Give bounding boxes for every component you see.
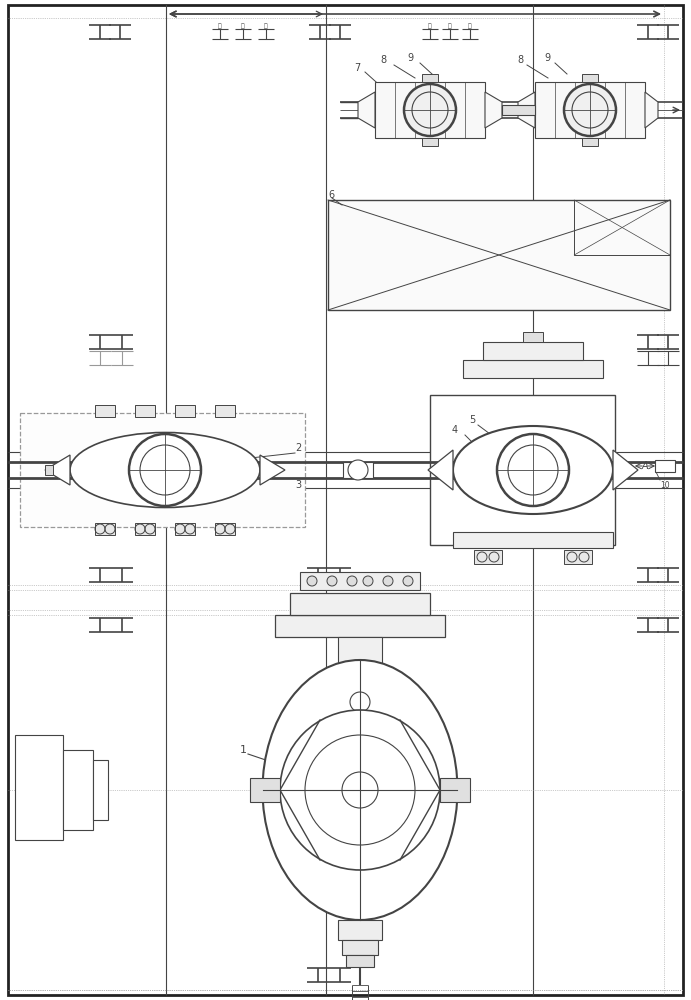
Text: 1: 1	[240, 745, 247, 755]
Bar	[15, 735, 63, 840]
Circle shape	[348, 460, 368, 480]
Bar	[215, 523, 235, 535]
Bar	[93, 760, 108, 820]
Bar	[582, 74, 598, 82]
Bar	[275, 615, 445, 637]
Bar	[95, 405, 115, 417]
Text: A: A	[504, 463, 511, 473]
Bar	[290, 593, 430, 615]
Bar	[63, 750, 93, 830]
Text: 9: 9	[544, 53, 550, 63]
Text: 竖: 竖	[218, 23, 222, 29]
Polygon shape	[645, 92, 658, 128]
Circle shape	[403, 576, 413, 586]
Circle shape	[363, 576, 373, 586]
Text: 7: 7	[354, 63, 360, 73]
Bar	[655, 460, 675, 472]
Circle shape	[383, 576, 393, 586]
Bar	[502, 105, 535, 115]
Bar	[135, 405, 155, 417]
Polygon shape	[428, 450, 453, 490]
Ellipse shape	[453, 426, 613, 514]
Text: 主: 主	[241, 23, 245, 29]
Text: 竖: 竖	[428, 23, 432, 29]
Bar	[343, 462, 373, 478]
Polygon shape	[485, 92, 502, 128]
Circle shape	[327, 576, 337, 586]
Polygon shape	[45, 455, 70, 485]
Bar	[523, 332, 543, 342]
Bar	[330, 694, 390, 710]
Bar	[483, 342, 583, 360]
Bar	[338, 920, 382, 940]
Bar	[328, 200, 670, 310]
Bar	[45, 465, 53, 475]
Circle shape	[404, 84, 456, 136]
Circle shape	[280, 710, 440, 870]
Bar	[135, 523, 155, 535]
Text: 6: 6	[328, 190, 334, 200]
Bar	[175, 523, 195, 535]
Text: 主: 主	[448, 23, 452, 29]
Bar	[574, 200, 670, 255]
Polygon shape	[260, 455, 285, 485]
Bar	[338, 637, 382, 677]
Bar	[582, 138, 598, 146]
Bar	[422, 74, 438, 82]
Bar	[342, 940, 378, 955]
Bar	[95, 523, 115, 535]
Circle shape	[497, 434, 569, 506]
Text: 3: 3	[295, 480, 301, 490]
Bar	[215, 405, 235, 417]
Polygon shape	[613, 450, 638, 490]
Bar	[345, 677, 375, 699]
Bar	[20, 413, 305, 527]
Circle shape	[347, 576, 357, 586]
Text: 柱: 柱	[468, 23, 472, 29]
Bar	[175, 405, 195, 417]
Bar	[430, 395, 615, 545]
Text: 2: 2	[295, 443, 301, 453]
Text: 柱: 柱	[264, 23, 268, 29]
Text: 5: 5	[469, 415, 475, 425]
Ellipse shape	[263, 660, 457, 920]
Circle shape	[129, 434, 201, 506]
Bar	[375, 82, 485, 138]
Text: 10: 10	[660, 481, 670, 489]
Bar	[453, 532, 613, 548]
Ellipse shape	[70, 432, 260, 508]
Circle shape	[342, 684, 378, 720]
Polygon shape	[518, 92, 535, 128]
Text: 9: 9	[407, 53, 413, 63]
Bar	[440, 778, 470, 802]
Bar	[474, 550, 502, 564]
Bar	[346, 955, 374, 967]
Text: 8: 8	[517, 55, 523, 65]
Polygon shape	[358, 92, 375, 128]
Bar	[535, 82, 645, 138]
Bar	[250, 778, 280, 802]
Circle shape	[307, 576, 317, 586]
Bar	[463, 360, 603, 378]
Bar	[564, 550, 592, 564]
Circle shape	[564, 84, 616, 136]
Bar	[300, 572, 420, 590]
Bar	[422, 138, 438, 146]
Text: 8: 8	[380, 55, 386, 65]
Text: 4: 4	[452, 425, 458, 435]
Text: A: A	[642, 461, 648, 471]
